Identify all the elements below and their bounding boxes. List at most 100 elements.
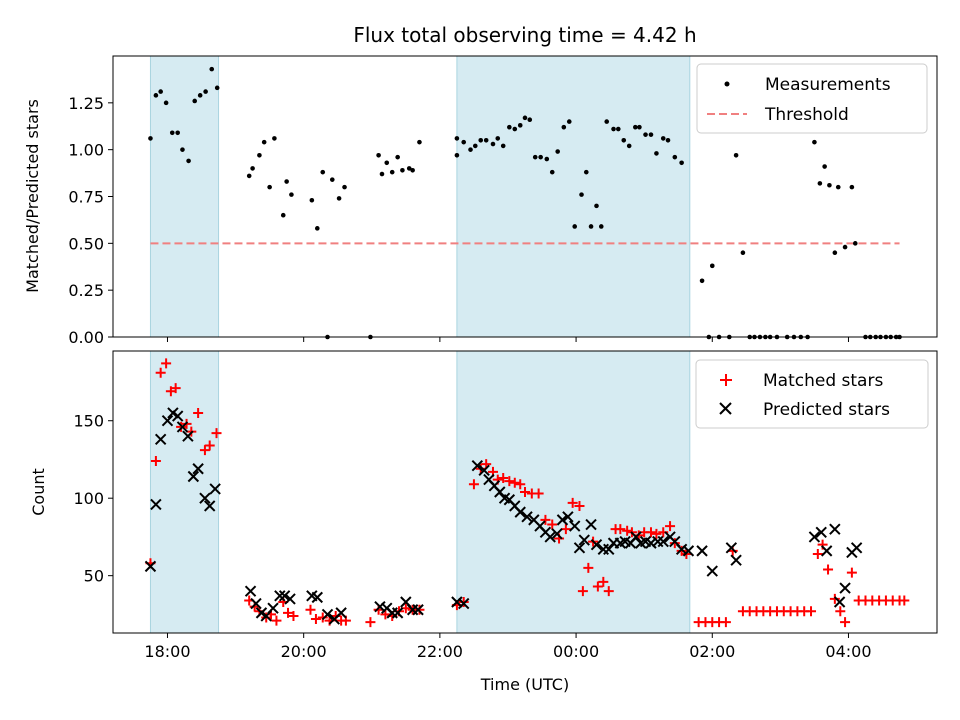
measurement-point xyxy=(197,93,203,98)
shaded-interval xyxy=(456,55,691,338)
predicted-stars-point xyxy=(161,415,174,427)
matched-stars-point xyxy=(598,576,609,587)
measurement-point xyxy=(598,224,604,229)
measurement-point xyxy=(588,224,594,229)
measurement-point xyxy=(643,132,648,137)
matched-stars-point xyxy=(651,528,662,539)
measurement-point xyxy=(384,160,390,166)
matched-stars-point xyxy=(823,564,834,575)
predicted-stars-point xyxy=(209,483,221,495)
matched-stars-point xyxy=(520,487,530,497)
measurement-point xyxy=(852,241,858,246)
measurement-point xyxy=(336,196,342,201)
measurement-point xyxy=(410,167,415,173)
predicted-stars-point xyxy=(203,500,216,512)
matched-stars-point xyxy=(835,606,846,617)
shaded-interval xyxy=(149,350,220,634)
x-tick-label: 00:00 xyxy=(553,642,599,661)
bottom-y-tick-label: 150 xyxy=(73,412,104,431)
predicted-stars-point xyxy=(494,486,506,498)
matched-stars-point xyxy=(271,615,282,626)
measurement-point xyxy=(822,164,827,169)
predicted-stars-point xyxy=(829,523,841,535)
predicted-stars-point xyxy=(199,492,211,504)
measurement-point xyxy=(512,126,518,132)
predicted-stars-point xyxy=(585,518,597,531)
predicted-stars-point xyxy=(244,585,257,597)
measurement-point xyxy=(842,244,848,250)
measurement-point xyxy=(389,169,395,175)
measurement-point xyxy=(461,139,467,145)
measurement-point xyxy=(849,184,855,190)
matched-stars-point xyxy=(509,477,520,488)
measurement-point xyxy=(395,154,400,160)
measurement-point xyxy=(284,179,289,184)
matched-stars-point xyxy=(305,604,316,615)
measurement-point xyxy=(379,171,385,177)
measurement-point xyxy=(400,167,405,173)
measurement-point xyxy=(660,136,666,141)
measurement-point xyxy=(522,115,528,121)
predicted-stars-point xyxy=(391,607,404,619)
predicted-stars-point xyxy=(630,531,642,543)
top-y-tick-label: 0.25 xyxy=(68,281,104,300)
shaded-interval xyxy=(456,350,691,634)
matched-stars-point xyxy=(150,456,161,467)
measurement-point xyxy=(611,126,616,132)
top-y-axis-label: Matched/Predicted stars xyxy=(23,99,42,293)
predicted-stars-point xyxy=(820,545,833,557)
matched-stars-point xyxy=(540,514,551,525)
predicted-stars-point xyxy=(808,531,821,543)
matched-stars-point xyxy=(645,527,656,538)
legend-matched-marker xyxy=(720,374,732,386)
predicted-stars-point xyxy=(850,542,863,554)
matched-stars-point xyxy=(458,597,469,608)
predicted-stars-point xyxy=(833,596,846,608)
measurement-point xyxy=(214,85,220,91)
bottom-plot-frame xyxy=(112,350,938,634)
measurement-point xyxy=(180,147,185,152)
matched-stars-point xyxy=(603,586,614,597)
matched-stars-point xyxy=(669,538,680,549)
predicted-stars-point xyxy=(182,430,194,442)
legend-threshold-label: Threshold xyxy=(764,105,849,125)
measurement-point xyxy=(478,138,484,143)
x-tick-label: 20:00 xyxy=(281,642,327,661)
matched-stars-point xyxy=(365,617,376,628)
measurement-point xyxy=(257,152,262,158)
matched-stars-point xyxy=(317,612,328,623)
measurement-point xyxy=(549,169,555,175)
measurement-point xyxy=(566,119,572,124)
measurement-point xyxy=(192,98,198,104)
top-y-ticks: 0.00 0.25 0.50 0.75 1.00 1.25 xyxy=(68,94,113,347)
predicted-stars-point xyxy=(590,538,603,551)
matched-stars-point xyxy=(211,428,222,439)
matched-stars-point xyxy=(840,617,851,628)
measurement-point xyxy=(679,160,684,166)
measurement-point xyxy=(169,130,175,136)
measurement-point xyxy=(572,224,578,229)
top-shaded-intervals xyxy=(149,55,691,338)
matched-stars-point xyxy=(170,383,181,394)
bottom-y-tick-label: 50 xyxy=(84,567,104,586)
matched-stars-point xyxy=(812,548,823,559)
measurement-point xyxy=(500,143,506,149)
matched-stars-point xyxy=(720,617,731,628)
measurement-point xyxy=(261,139,267,145)
bottom-y-ticks: 50 100 150 xyxy=(73,412,113,586)
measurement-point xyxy=(583,169,589,175)
measurement-point xyxy=(309,197,315,203)
predicted-stars-point xyxy=(556,514,569,526)
measurement-point xyxy=(604,119,610,124)
matched-stars-point xyxy=(533,488,544,499)
matched-stars-point xyxy=(310,614,321,625)
top-panel: 0.00 0.25 0.50 0.75 1.00 1.25 Flux total obse… xyxy=(23,23,938,347)
measurement-point xyxy=(267,184,272,190)
shaded-interval xyxy=(149,55,220,338)
matched-stars-point xyxy=(829,593,840,604)
predicted-stars-point xyxy=(478,464,490,477)
top-legend: Measurements Threshold xyxy=(696,63,928,134)
measurement-point xyxy=(621,138,627,143)
